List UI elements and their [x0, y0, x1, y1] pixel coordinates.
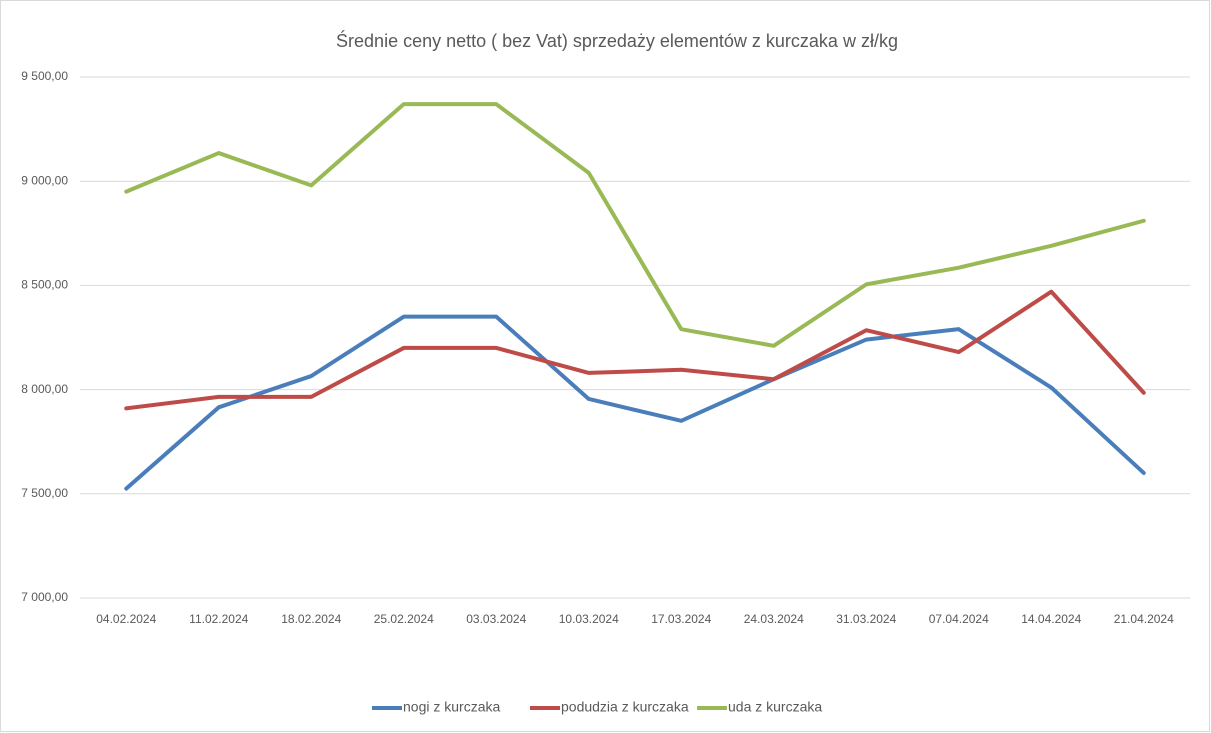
- x-tick-label: 03.03.2024: [466, 612, 526, 626]
- y-tick-label: 9 000,00: [21, 173, 68, 187]
- legend-label: nogi z kurczaka: [403, 699, 500, 715]
- y-tick-label: 9 500,00: [21, 69, 68, 83]
- legend-label: uda z kurczaka: [728, 699, 822, 715]
- x-tick-label: 14.04.2024: [1021, 612, 1081, 626]
- x-tick-label: 24.03.2024: [744, 612, 804, 626]
- y-tick-label: 8 500,00: [21, 278, 68, 292]
- x-tick-label: 04.02.2024: [96, 612, 156, 626]
- x-tick-label: 31.03.2024: [836, 612, 896, 626]
- x-tick-label: 17.03.2024: [651, 612, 711, 626]
- x-tick-label: 25.02.2024: [374, 612, 434, 626]
- y-tick-label: 7 000,00: [21, 590, 68, 604]
- series-line: [124, 314, 1146, 491]
- x-tick-label: 18.02.2024: [281, 612, 341, 626]
- x-tick-label: 21.04.2024: [1114, 612, 1174, 626]
- chart-title: Średnie ceny netto ( bez Vat) sprzedaży …: [336, 30, 898, 51]
- x-tick-label: 10.03.2024: [559, 612, 619, 626]
- series-line: [124, 289, 1146, 411]
- x-tick-label: 11.02.2024: [189, 612, 248, 626]
- legend-label: podudzia z kurczaka: [561, 699, 689, 715]
- series-line: [124, 102, 1146, 348]
- y-tick-label: 8 000,00: [21, 382, 68, 396]
- y-tick-label: 7 500,00: [21, 486, 68, 500]
- x-tick-label: 07.04.2024: [929, 612, 989, 626]
